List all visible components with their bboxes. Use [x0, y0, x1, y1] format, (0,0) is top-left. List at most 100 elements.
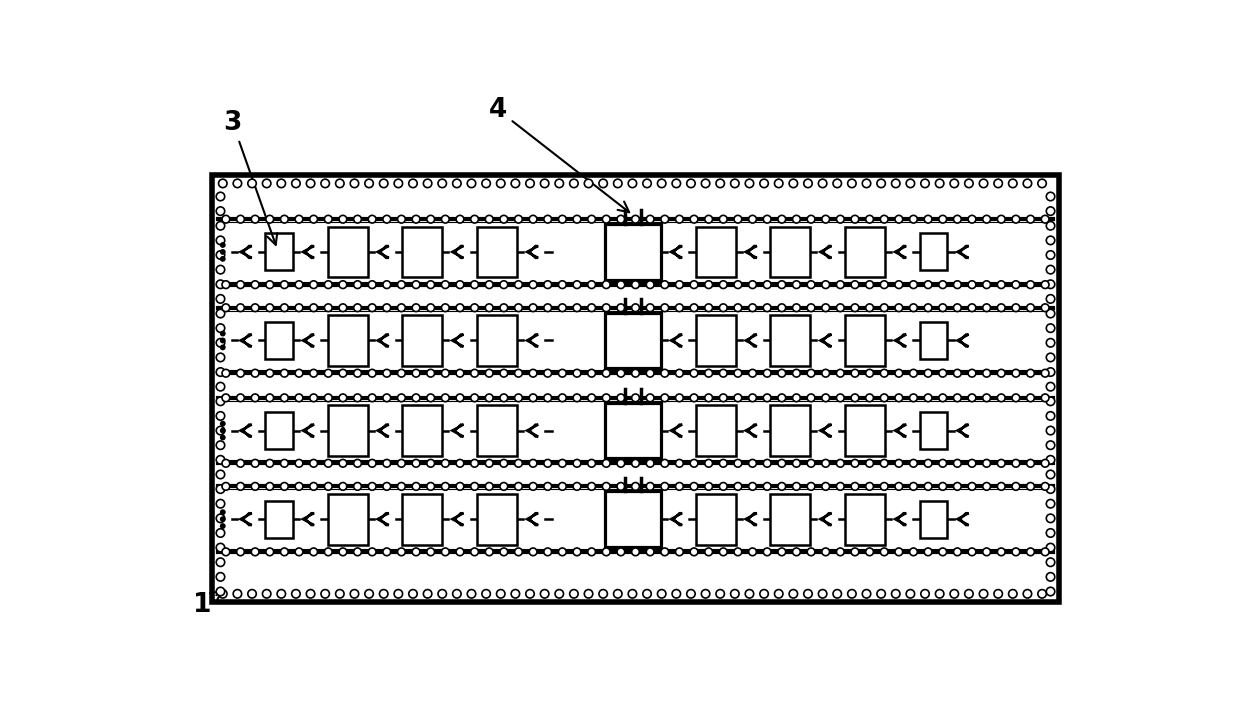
Circle shape [924, 304, 932, 312]
Circle shape [968, 281, 976, 288]
Circle shape [603, 216, 610, 223]
Circle shape [691, 216, 698, 223]
Circle shape [427, 460, 434, 467]
Circle shape [924, 460, 932, 467]
Circle shape [691, 460, 698, 467]
Circle shape [216, 544, 224, 552]
Circle shape [764, 281, 771, 288]
Circle shape [603, 304, 610, 312]
Circle shape [325, 460, 332, 467]
Circle shape [983, 216, 991, 223]
Circle shape [263, 179, 270, 187]
Circle shape [325, 483, 332, 490]
Circle shape [997, 394, 1006, 402]
Circle shape [556, 590, 563, 598]
Circle shape [456, 460, 464, 467]
Circle shape [222, 460, 229, 467]
Circle shape [471, 216, 479, 223]
Circle shape [456, 281, 464, 288]
Circle shape [749, 483, 756, 490]
Circle shape [631, 548, 640, 556]
Circle shape [906, 179, 915, 187]
Circle shape [467, 179, 476, 187]
Circle shape [954, 460, 961, 467]
Circle shape [646, 216, 653, 223]
Circle shape [569, 179, 578, 187]
Circle shape [792, 216, 800, 223]
Circle shape [661, 460, 668, 467]
Circle shape [558, 216, 567, 223]
Circle shape [515, 548, 522, 556]
Circle shape [892, 590, 900, 598]
Circle shape [482, 590, 490, 598]
Circle shape [544, 460, 552, 467]
Circle shape [353, 304, 361, 312]
Circle shape [715, 179, 724, 187]
Circle shape [866, 304, 873, 312]
Circle shape [353, 483, 361, 490]
Circle shape [719, 304, 727, 312]
Circle shape [456, 216, 464, 223]
Circle shape [804, 179, 812, 187]
Circle shape [603, 483, 610, 490]
Circle shape [295, 548, 303, 556]
Circle shape [895, 460, 903, 467]
Circle shape [1047, 470, 1055, 479]
Bar [265, 233, 293, 270]
Circle shape [833, 179, 842, 187]
Circle shape [676, 304, 683, 312]
Circle shape [704, 460, 713, 467]
Circle shape [325, 394, 332, 402]
Circle shape [1047, 324, 1055, 332]
Circle shape [1042, 369, 1049, 377]
Circle shape [939, 369, 946, 377]
Circle shape [1027, 216, 1034, 223]
Circle shape [222, 216, 229, 223]
Circle shape [558, 281, 567, 288]
Circle shape [295, 483, 303, 490]
Circle shape [485, 483, 494, 490]
Bar [844, 493, 885, 544]
Circle shape [482, 179, 490, 187]
Circle shape [511, 590, 520, 598]
Circle shape [734, 548, 742, 556]
Circle shape [252, 548, 259, 556]
Circle shape [1047, 309, 1055, 317]
Circle shape [672, 590, 681, 598]
Circle shape [760, 590, 769, 598]
Circle shape [777, 548, 786, 556]
Polygon shape [895, 425, 906, 436]
Circle shape [441, 394, 449, 402]
Circle shape [687, 590, 696, 598]
Circle shape [544, 304, 552, 312]
Circle shape [866, 369, 873, 377]
Circle shape [219, 344, 226, 351]
Circle shape [325, 216, 332, 223]
Circle shape [618, 304, 625, 312]
Circle shape [866, 483, 873, 490]
Circle shape [877, 590, 885, 598]
Circle shape [777, 483, 786, 490]
Circle shape [325, 281, 332, 288]
Circle shape [789, 179, 797, 187]
Circle shape [544, 394, 552, 402]
Circle shape [544, 548, 552, 556]
Circle shape [383, 369, 391, 377]
Circle shape [997, 460, 1006, 467]
Circle shape [310, 483, 317, 490]
Polygon shape [671, 246, 682, 258]
Circle shape [573, 304, 580, 312]
Circle shape [792, 548, 800, 556]
Circle shape [851, 304, 859, 312]
Bar [477, 405, 517, 456]
Circle shape [441, 369, 449, 377]
Bar [770, 226, 810, 277]
Circle shape [216, 426, 224, 435]
Circle shape [691, 394, 698, 402]
Circle shape [280, 281, 288, 288]
Circle shape [265, 304, 274, 312]
Circle shape [672, 179, 681, 187]
Circle shape [822, 394, 830, 402]
Circle shape [950, 590, 959, 598]
Circle shape [777, 281, 786, 288]
